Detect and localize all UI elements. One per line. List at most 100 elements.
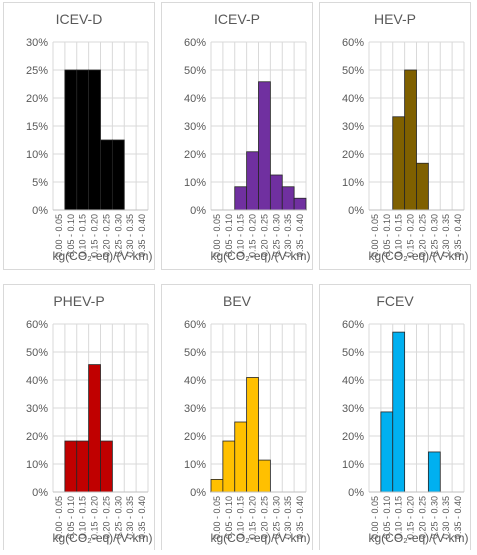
y-tick-label: 25% xyxy=(26,65,48,77)
x-tick-label: 0.25 - 0.30 xyxy=(271,214,281,257)
x-tick-label: 0.00 - 0.05 xyxy=(212,214,222,257)
y-tick-label: 40% xyxy=(342,93,364,105)
y-tick-label: 15% xyxy=(26,121,48,133)
y-tick-label: 10% xyxy=(26,149,48,161)
x-tick-label: 0.05 - 0.10 xyxy=(66,496,76,539)
x-tick-label: 0.15 - 0.20 xyxy=(90,214,100,257)
x-tick-label: 0.00 - 0.05 xyxy=(54,214,64,257)
histogram-bar xyxy=(64,440,78,493)
histogram-bar xyxy=(100,440,113,493)
y-tick-label: 60% xyxy=(342,37,364,49)
panel-border xyxy=(161,2,313,270)
x-tick-label: 0.20 - 0.25 xyxy=(417,496,427,539)
x-tick-label: 0.05 - 0.10 xyxy=(66,214,76,257)
histogram-bar xyxy=(222,440,236,493)
histogram-bar xyxy=(76,69,90,211)
histogram-bar xyxy=(416,162,429,211)
chart-panel: ICEV-P 0% 10% 20% 30% 40% 50% 60% 0.00 - 0.05 0.0… xyxy=(161,2,313,270)
y-tick-label: 20% xyxy=(26,431,48,443)
x-tick-label: 0.30 - 0.35 xyxy=(441,496,451,539)
histogram-bar xyxy=(392,116,406,211)
chart-panel: FCEV 0% 10% 20% 30% 40% 50% 60% 0.00 - 0.05 0.05 … xyxy=(319,284,471,552)
x-tick-label: 0.25 - 0.30 xyxy=(113,214,123,257)
x-tick-label: 0.25 - 0.30 xyxy=(429,496,439,539)
histogram-bar xyxy=(111,139,125,211)
chart-panel: BEV 0% 10% 20% 30% 40% 50% 60% 0.00 - 0.05 0.05 -… xyxy=(161,284,313,552)
y-tick-label: 0% xyxy=(32,205,48,217)
x-tick-label: 0.35 - 0.40 xyxy=(137,214,147,257)
chart-panel: PHEV-P 0% 10% 20% 30% 40% 50% 60% 0.00 - 0.05 0.0… xyxy=(3,284,155,552)
x-tick-label: 0.35 - 0.40 xyxy=(453,496,463,539)
histogram-bar xyxy=(269,174,283,211)
y-tick-label: 40% xyxy=(184,375,206,387)
x-tick-label: 0.20 - 0.25 xyxy=(101,496,111,539)
x-tick-label: 0.35 - 0.40 xyxy=(453,214,463,257)
chart-title: ICEV-P xyxy=(214,11,260,27)
y-tick-label: 10% xyxy=(26,459,48,471)
histogram-bar xyxy=(76,440,90,493)
y-tick-label: 60% xyxy=(26,319,48,331)
x-tick-label: 0.05 - 0.10 xyxy=(382,214,392,257)
x-tick-label: 0.10 - 0.15 xyxy=(394,496,404,539)
x-tick-label: 0.35 - 0.40 xyxy=(295,214,305,257)
chart-title: HEV-P xyxy=(374,11,416,27)
y-tick-label: 30% xyxy=(26,37,48,49)
x-tick-label: 0.20 - 0.25 xyxy=(259,496,269,539)
x-tick-label: 0.15 - 0.20 xyxy=(90,496,100,539)
x-tick-label: 0.25 - 0.30 xyxy=(113,496,123,539)
histogram-bar xyxy=(246,377,259,493)
x-tick-label: 0.10 - 0.15 xyxy=(236,496,246,539)
histogram-bar xyxy=(258,81,271,211)
y-tick-label: 0% xyxy=(32,487,48,499)
x-tick-label: 0.20 - 0.25 xyxy=(417,214,427,257)
chart-title: ICEV-D xyxy=(56,11,103,27)
y-tick-label: 0% xyxy=(348,205,364,217)
x-tick-label: 0.00 - 0.05 xyxy=(54,496,64,539)
y-tick-label: 60% xyxy=(184,319,206,331)
x-tick-label: 0.00 - 0.05 xyxy=(370,496,380,539)
y-tick-label: 10% xyxy=(342,459,364,471)
histogram-bar xyxy=(380,411,394,493)
chart-title: BEV xyxy=(223,293,252,309)
chart-panel: HEV-P 0% 10% 20% 30% 40% 50% 60% 0.00 - 0.05 0.05… xyxy=(319,2,471,270)
x-axis-label: kg(CO₂-eq)/(V·km) xyxy=(211,249,311,263)
histogram-bar xyxy=(234,186,248,211)
histogram-bar xyxy=(404,69,417,211)
x-tick-label: 0.30 - 0.35 xyxy=(125,496,135,539)
x-tick-label: 0.10 - 0.15 xyxy=(78,496,88,539)
histogram-bar xyxy=(64,69,78,211)
x-axis-label: kg(CO₂-eq)/(V·km) xyxy=(53,249,153,263)
y-tick-label: 0% xyxy=(190,487,206,499)
histogram-bar xyxy=(100,139,113,211)
y-tick-label: 30% xyxy=(184,121,206,133)
y-tick-label: 10% xyxy=(184,459,206,471)
x-tick-label: 0.15 - 0.20 xyxy=(248,214,258,257)
histogram-bar xyxy=(281,186,295,211)
x-axis-label: kg(CO₂-eq)/(V·km) xyxy=(211,531,311,545)
x-tick-label: 0.30 - 0.35 xyxy=(283,214,293,257)
x-tick-label: 0.30 - 0.35 xyxy=(125,214,135,257)
x-tick-label: 0.25 - 0.30 xyxy=(429,214,439,257)
histogram-bar xyxy=(246,151,259,211)
x-tick-label: 0.05 - 0.10 xyxy=(382,496,392,539)
chart-title: FCEV xyxy=(376,293,414,309)
y-tick-label: 10% xyxy=(342,177,364,189)
histogram-bar xyxy=(293,197,307,211)
x-axis-label: kg(CO₂-eq)/(V·km) xyxy=(369,249,469,263)
chart-panel: ICEV-D 0% 5% 10% 15% 20% 25% 30% 0.00 - 0.05 0.05… xyxy=(3,2,155,270)
x-tick-label: 0.15 - 0.20 xyxy=(406,214,416,257)
x-tick-label: 0.25 - 0.30 xyxy=(271,496,281,539)
y-tick-label: 50% xyxy=(342,347,364,359)
y-tick-label: 40% xyxy=(342,375,364,387)
y-tick-label: 20% xyxy=(26,93,48,105)
x-tick-label: 0.10 - 0.15 xyxy=(78,214,88,257)
histogram-bar xyxy=(258,459,271,493)
x-tick-label: 0.30 - 0.35 xyxy=(441,214,451,257)
x-tick-label: 0.00 - 0.05 xyxy=(370,214,380,257)
y-tick-label: 60% xyxy=(342,319,364,331)
y-tick-label: 30% xyxy=(342,121,364,133)
histogram-bar xyxy=(427,451,441,493)
histogram-bar xyxy=(88,69,101,211)
